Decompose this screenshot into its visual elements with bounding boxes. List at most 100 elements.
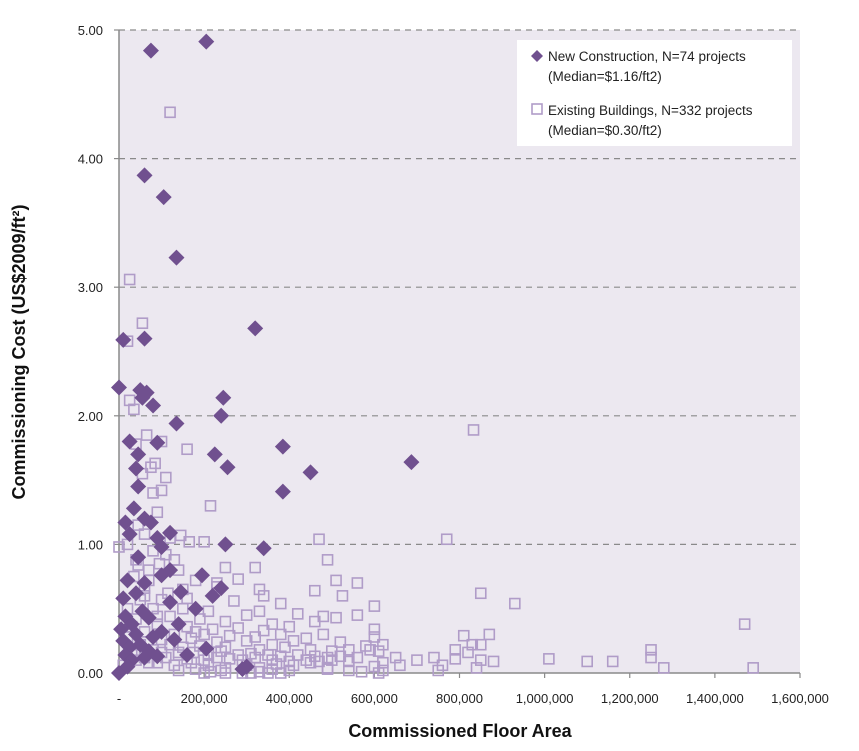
new-construction-point xyxy=(149,434,166,451)
existing-building-point xyxy=(232,622,244,634)
x-tick-label: 200,000 xyxy=(181,691,228,706)
existing-building-point xyxy=(509,597,521,610)
existing-building-point xyxy=(147,487,159,499)
existing-building-point xyxy=(581,655,593,668)
existing-building-point xyxy=(113,541,125,553)
new-construction-point xyxy=(136,330,153,347)
existing-building-point xyxy=(738,618,751,630)
existing-building-point xyxy=(428,651,440,664)
existing-building-point xyxy=(198,536,210,548)
existing-building-point xyxy=(330,611,342,624)
new-construction-point xyxy=(247,320,264,337)
existing-building-point xyxy=(467,424,480,436)
existing-building-point xyxy=(194,613,206,625)
existing-building-point xyxy=(240,609,253,621)
existing-building-point xyxy=(474,638,487,651)
new-construction-point xyxy=(274,483,291,500)
y-axis-title: Commissioning Cost (US$2009/ft²) xyxy=(9,204,29,499)
new-construction-point xyxy=(125,500,142,517)
new-construction-point xyxy=(145,397,162,414)
existing-building-point xyxy=(364,644,376,656)
y-tick-labels: 0.00 1.00 2.00 3.00 4.00 5.00 xyxy=(78,23,103,681)
y-tick-label: 4.00 xyxy=(78,152,103,167)
existing-building-point xyxy=(140,429,153,441)
existing-building-point xyxy=(174,529,187,542)
existing-building-point xyxy=(330,574,342,587)
new-construction-point xyxy=(198,33,215,50)
existing-building-point xyxy=(313,533,325,546)
existing-building-point xyxy=(336,590,349,602)
existing-building-point xyxy=(211,651,223,664)
new-construction-point xyxy=(136,574,153,591)
existing-building-point xyxy=(368,623,381,636)
legend-median-new-construction: (Median=$1.16/ft2) xyxy=(548,69,662,84)
new-construction-point xyxy=(155,189,172,206)
existing-building-point xyxy=(202,605,215,618)
new-construction-point xyxy=(193,567,210,584)
new-construction-point xyxy=(119,572,136,589)
existing-building-point xyxy=(164,106,176,119)
new-construction-point xyxy=(115,632,132,649)
x-tick-label: 600,000 xyxy=(351,691,398,706)
existing-building-point xyxy=(334,636,347,648)
existing-building-point xyxy=(249,561,261,574)
existing-building-point xyxy=(257,590,270,602)
existing-building-point xyxy=(153,557,166,570)
existing-building-point xyxy=(240,635,253,647)
new-construction-point xyxy=(115,590,132,607)
new-construction-point xyxy=(162,562,179,579)
new-construction-point xyxy=(170,616,187,633)
existing-building-point xyxy=(219,667,232,679)
new-construction-point xyxy=(403,454,420,471)
existing-building-point xyxy=(343,644,355,656)
existing-building-point xyxy=(253,605,266,618)
existing-building-point xyxy=(308,584,321,597)
existing-building-point xyxy=(351,577,364,589)
existing-building-point xyxy=(189,663,202,675)
existing-building-point xyxy=(355,665,368,678)
new-construction-point xyxy=(153,623,170,640)
new-construction-point xyxy=(213,407,230,424)
x-tick-label: 1,600,000 xyxy=(771,691,829,706)
x-tick-label: 1,000,000 xyxy=(516,691,574,706)
existing-building-point xyxy=(321,554,334,566)
existing-building-point xyxy=(368,600,381,612)
new-construction-point xyxy=(136,649,153,666)
new-construction-point xyxy=(113,621,130,638)
new-construction-point xyxy=(198,640,215,657)
existing-building-point xyxy=(136,317,149,330)
new-construction-point xyxy=(130,446,147,463)
existing-building-point xyxy=(198,667,210,679)
new-construction-point xyxy=(187,600,204,617)
x-axis-title: Commissioned Floor Area xyxy=(348,721,572,741)
existing-building-point xyxy=(462,646,474,659)
existing-building-point xyxy=(304,656,317,669)
legend-box xyxy=(517,40,792,146)
new-construction-point xyxy=(134,603,151,620)
existing-building-point xyxy=(351,651,364,664)
new-construction-point xyxy=(134,389,151,406)
new-construction-point xyxy=(238,658,255,675)
new-construction-point xyxy=(130,478,147,495)
legend: New Construction, N=74 projects (Median=… xyxy=(517,40,792,146)
new-construction-point xyxy=(142,514,159,531)
y-tick-label: 5.00 xyxy=(78,23,103,38)
existing-building-point xyxy=(483,628,496,641)
legend-median-existing-buildings: (Median=$0.30/ft2) xyxy=(548,123,662,138)
existing-building-point xyxy=(487,655,500,668)
existing-building-point xyxy=(470,662,483,674)
new-construction-point xyxy=(142,42,159,59)
existing-building-point xyxy=(123,273,136,286)
new-construction-point xyxy=(115,331,132,348)
existing-building-point xyxy=(274,667,287,679)
new-construction-point xyxy=(255,540,272,557)
new-construction-point xyxy=(128,585,145,602)
existing-building-point xyxy=(449,653,462,665)
existing-building-point xyxy=(228,595,240,607)
existing-building-point xyxy=(266,618,279,630)
legend-label-existing-buildings: Existing Buildings, N=332 projects xyxy=(548,103,753,118)
existing-building-point xyxy=(313,655,325,668)
series-existing-buildings xyxy=(113,106,759,679)
existing-building-point xyxy=(149,457,161,470)
